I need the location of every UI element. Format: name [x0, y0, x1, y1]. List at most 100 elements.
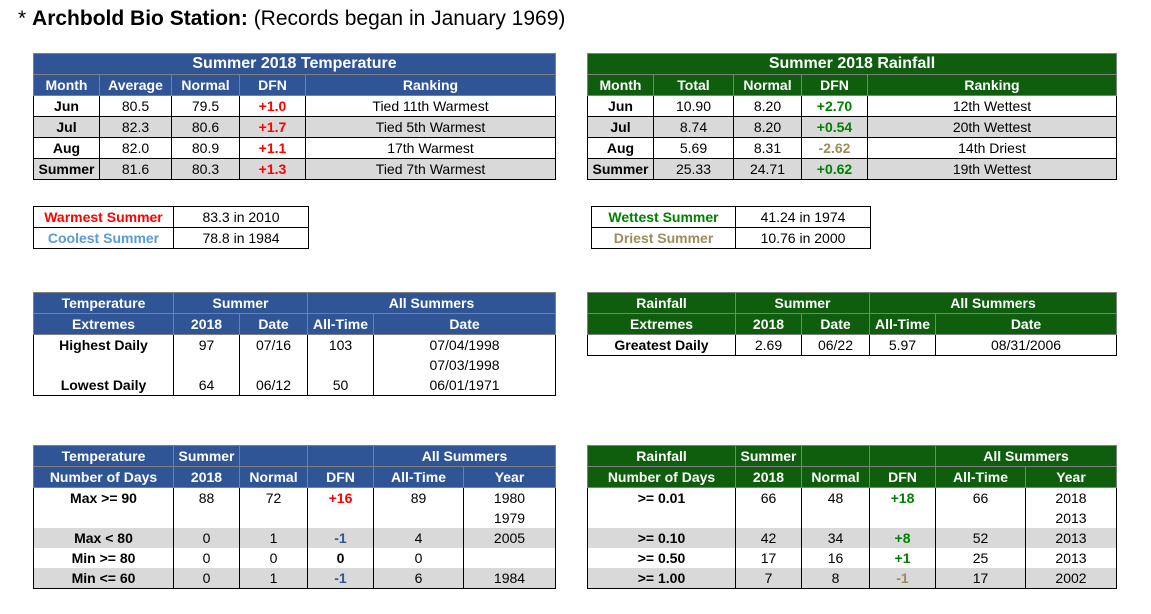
header-dfn: DFN: [307, 466, 374, 488]
normal-cell: 80.3: [171, 158, 240, 180]
days-2018: 0: [173, 568, 240, 589]
days-all-time: [935, 508, 1026, 528]
month-cell: Summer: [33, 158, 100, 180]
days-normal: 72: [239, 487, 308, 508]
days-all-time: 89: [373, 487, 464, 508]
header-rainfall: Rainfall: [587, 445, 736, 467]
days-label: >= 0.10: [587, 528, 736, 548]
date-2018: 06/22: [801, 334, 870, 356]
table-row: >= 1.00 7 8 -1 17 2002: [587, 568, 1117, 589]
days-label: >= 1.00: [587, 568, 736, 589]
table-row: Aug 5.69 8.31 -2.62 14th Driest: [587, 137, 1117, 159]
header-year: Year: [1025, 466, 1117, 488]
value-2018: 2.69: [735, 334, 802, 356]
table-row: Aug 82.0 80.9 +1.1 17th Warmest: [33, 137, 556, 159]
days-2018: 7: [735, 568, 802, 589]
days-label: [33, 508, 174, 528]
days-normal: 34: [801, 528, 870, 548]
days-year: 1980: [463, 487, 556, 508]
days-all-time: 0: [373, 548, 464, 568]
header-month: Month: [33, 74, 100, 96]
days-normal: 1: [239, 528, 308, 548]
days-label: Max >= 90: [33, 487, 174, 508]
header-summer: Summer: [735, 292, 870, 314]
normal-cell: 8.20: [733, 95, 802, 117]
page-title: * Archbold Bio Station: (Records began i…: [18, 6, 565, 32]
days-dfn: +18: [869, 487, 936, 508]
dfn-cell: +0.62: [801, 158, 868, 180]
table-row: 07/03/1998: [33, 355, 556, 375]
ranking-cell: 12th Wettest: [867, 95, 1117, 117]
ranking-cell: 17th Warmest: [305, 137, 556, 159]
normal-cell: 24.71: [733, 158, 802, 180]
ranking-cell: Tied 5th Warmest: [305, 116, 556, 138]
ranking-cell: Tied 7th Warmest: [305, 158, 556, 180]
days-all-time: 6: [373, 568, 464, 589]
table-row: Jun 80.5 79.5 +1.0 Tied 11th Warmest: [33, 95, 556, 117]
header-dfn: DFN: [869, 466, 936, 488]
month-cell: Jun: [587, 95, 654, 117]
header-year: Year: [463, 466, 556, 488]
days-2018: [173, 508, 240, 528]
days-dfn: +8: [869, 528, 936, 548]
days-label: [587, 508, 736, 528]
days-2018: 17: [735, 548, 802, 568]
header-all-summers: All Summers: [869, 292, 1117, 314]
header-all-summers: All Summers: [935, 445, 1117, 467]
header-summer: Summer: [173, 445, 240, 467]
table-row: Summer 81.6 80.3 +1.3 Tied 7th Warmest: [33, 158, 556, 180]
days-year: 2013: [1025, 548, 1117, 568]
value-2018: [173, 355, 240, 375]
dfn-cell: +2.70: [801, 95, 868, 117]
driest-summer-value: 10.76 in 2000: [735, 227, 871, 249]
temperature-summary-caption: Summer 2018 Temperature: [33, 53, 556, 75]
all-time-date: 07/03/1998: [373, 355, 556, 375]
month-cell: Aug: [33, 137, 100, 159]
days-label: >= 0.50: [587, 548, 736, 568]
table-row: >= 0.50 17 16 +1 25 2013: [587, 548, 1117, 568]
rainfall-summary-table: Summer 2018 Rainfall Month Total Normal …: [587, 53, 1117, 180]
all-time-date: 08/31/2006: [935, 334, 1117, 356]
rainfall-extremes-table: Rainfall Summer All Summers Extremes 201…: [587, 292, 1117, 356]
table-row: Summer 25.33 24.71 +0.62 19th Wettest: [587, 158, 1117, 180]
days-all-time: [373, 508, 464, 528]
wettest-summer-label: Wettest Summer: [591, 206, 736, 228]
days-normal: [801, 508, 870, 528]
dfn-cell: +1.0: [239, 95, 306, 117]
header-extremes: Extremes: [33, 313, 174, 335]
header-summer: Summer: [173, 292, 308, 314]
header-all-time-date: Date: [935, 313, 1117, 335]
days-dfn: -1: [307, 568, 374, 589]
days-2018: 0: [173, 548, 240, 568]
normal-cell: 8.20: [733, 116, 802, 138]
table-row: 1979: [33, 508, 556, 528]
header-blank: [801, 445, 870, 467]
days-label: Max < 80: [33, 528, 174, 548]
title-station: Archbold Bio Station:: [32, 7, 248, 30]
header-temperature: Temperature: [33, 292, 174, 314]
average-cell: 80.5: [99, 95, 172, 117]
rainfall-records-table: Wettest Summer 41.24 in 1974 Driest Summ…: [591, 206, 871, 249]
table-row: Highest Daily 97 07/16 103 07/04/1998: [33, 334, 556, 355]
days-normal: [239, 508, 308, 528]
days-dfn: -1: [869, 568, 936, 589]
average-cell: 81.6: [99, 158, 172, 180]
days-year: 2018: [1025, 487, 1117, 508]
date-2018: [239, 355, 308, 375]
header-all-summers: All Summers: [373, 445, 556, 467]
extreme-label: Greatest Daily: [587, 334, 736, 356]
days-dfn: -1: [307, 528, 374, 548]
header-2018: 2018: [735, 466, 802, 488]
normal-cell: 80.9: [171, 137, 240, 159]
header-total: Total: [653, 74, 734, 96]
days-year: 2005: [463, 528, 556, 548]
value-2018: 97: [173, 334, 240, 355]
extreme-label: Highest Daily: [33, 334, 174, 355]
warmest-summer-label: Warmest Summer: [33, 206, 174, 228]
days-year: 2002: [1025, 568, 1117, 589]
header-dfn: DFN: [239, 74, 306, 96]
header-normal: Normal: [171, 74, 240, 96]
table-row: Jul 8.74 8.20 +0.54 20th Wettest: [587, 116, 1117, 138]
temperature-days-table: Temperature Summer All Summers Number of…: [33, 445, 556, 589]
ranking-cell: 19th Wettest: [867, 158, 1117, 180]
